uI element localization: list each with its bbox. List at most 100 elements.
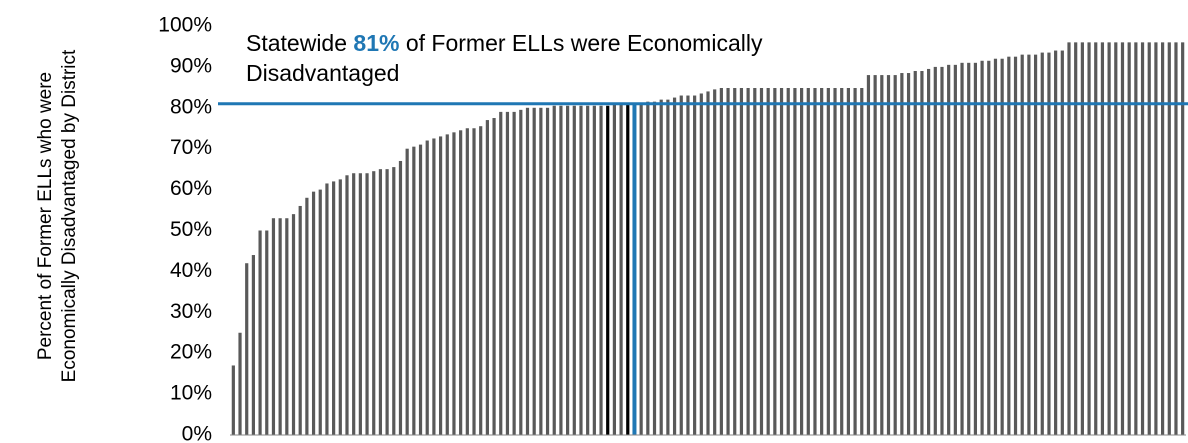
- bar: [572, 105, 576, 435]
- bar: [566, 105, 570, 435]
- bar: [358, 173, 362, 436]
- bar: [746, 83, 750, 435]
- bar: [592, 105, 596, 435]
- y-tick-label: 30%: [170, 300, 212, 323]
- y-tick-label: 100%: [158, 14, 212, 37]
- bar: [846, 77, 850, 435]
- bar: [880, 75, 884, 435]
- bar: [1013, 56, 1018, 436]
- bar: [860, 77, 864, 435]
- y-tick-label: 80%: [170, 95, 212, 118]
- bar: [311, 191, 316, 435]
- bar: [753, 81, 757, 435]
- y-axis-label: Percent of Former ELLs who were Economic…: [35, 49, 80, 383]
- bar: [365, 173, 369, 436]
- bar: [472, 128, 476, 435]
- bar: [967, 62, 971, 436]
- bar: [1027, 54, 1031, 435]
- bar: [960, 62, 964, 436]
- bar: [726, 85, 730, 436]
- bar: [679, 95, 683, 435]
- bar: [298, 205, 302, 435]
- bar: [1181, 42, 1185, 436]
- bar: [1147, 42, 1151, 436]
- bar: [773, 81, 777, 435]
- bar: [619, 103, 623, 436]
- bar: [485, 120, 489, 435]
- bar: [1114, 42, 1118, 436]
- bar: [1000, 58, 1004, 435]
- y-tick-label: 10%: [170, 382, 212, 405]
- bar: [806, 79, 810, 436]
- bar: [325, 183, 329, 435]
- bar: [873, 75, 877, 435]
- bar: [445, 134, 449, 435]
- bar: [1107, 42, 1111, 436]
- bar: [987, 60, 991, 435]
- bar: [733, 83, 737, 435]
- annotation-value: 81%: [353, 30, 400, 56]
- bar: [606, 105, 610, 435]
- bar: [245, 263, 249, 435]
- bar: [1167, 42, 1171, 436]
- bar: [405, 148, 409, 435]
- bar: [552, 105, 556, 435]
- bar: [820, 79, 824, 436]
- bar: [1067, 42, 1071, 436]
- bar: [920, 70, 924, 436]
- bar: [779, 79, 784, 436]
- bar: [893, 75, 897, 435]
- bar: [632, 103, 637, 436]
- y-tick-label: 40%: [170, 259, 212, 282]
- bar: [499, 111, 503, 435]
- bar: [265, 230, 269, 435]
- bar: [1100, 42, 1105, 436]
- bar: [338, 179, 342, 435]
- bar: [686, 95, 690, 435]
- bar: [719, 87, 723, 435]
- bar: [1033, 54, 1038, 435]
- y-tick-label: 90%: [170, 54, 212, 77]
- bar: [586, 105, 590, 435]
- bar: [559, 105, 563, 435]
- bar: [833, 77, 837, 435]
- bar: [759, 81, 764, 435]
- bar: [766, 81, 770, 435]
- bar: [318, 189, 322, 435]
- bar: [372, 171, 376, 435]
- y-tick-label: 50%: [170, 218, 212, 241]
- bar: [699, 93, 703, 436]
- bar: [545, 107, 550, 436]
- bar: [278, 218, 282, 435]
- bar: [626, 103, 630, 436]
- bar: [1007, 56, 1011, 436]
- bar: [345, 175, 349, 435]
- bar: [1154, 42, 1158, 436]
- bar: [392, 167, 396, 436]
- bar: [352, 173, 356, 436]
- bar: [953, 64, 957, 435]
- bar: [519, 109, 523, 435]
- bar: [492, 118, 496, 436]
- bar: [739, 83, 744, 435]
- bar: [1094, 42, 1098, 436]
- y-tick-label: 0%: [182, 423, 212, 443]
- bar: [425, 140, 429, 435]
- bar: [693, 95, 697, 435]
- bar: [659, 99, 663, 436]
- bar: [231, 365, 235, 435]
- bar: [412, 146, 416, 435]
- bar: [532, 107, 536, 436]
- bar: [525, 107, 530, 436]
- bar: [1087, 42, 1091, 436]
- annotation: Statewide 81% of Former ELLs were Econom…: [246, 28, 866, 88]
- bar: [1040, 52, 1044, 436]
- bar: [1120, 42, 1125, 436]
- bar: [512, 111, 516, 435]
- bar: [505, 111, 510, 435]
- bar: [993, 58, 998, 435]
- bar: [539, 107, 543, 436]
- bar: [646, 101, 650, 435]
